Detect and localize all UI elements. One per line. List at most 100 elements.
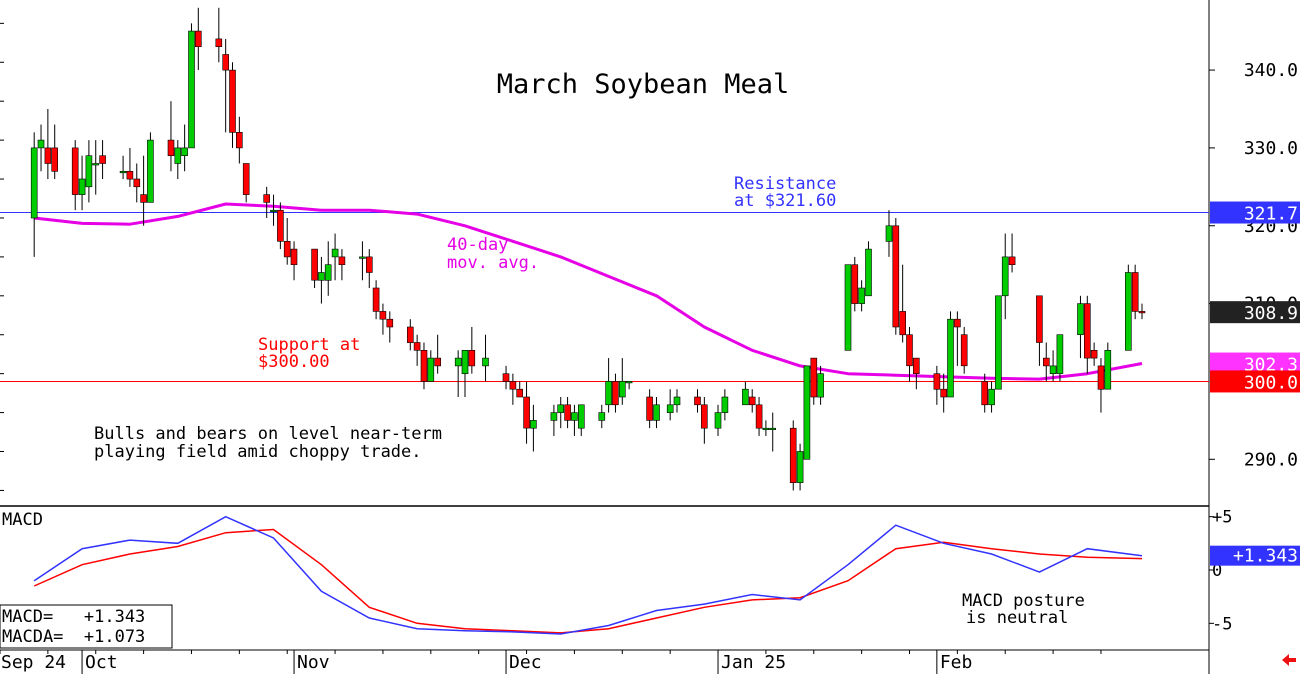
candle — [673, 389, 681, 413]
candle — [1090, 342, 1098, 366]
candle-body — [434, 357, 442, 367]
candle-body — [721, 396, 729, 413]
candle-body — [406, 326, 414, 343]
candle — [78, 155, 86, 211]
candle — [954, 311, 961, 366]
candle-body — [571, 412, 578, 421]
candle-body — [78, 178, 86, 195]
candle-body — [372, 287, 380, 312]
candle — [571, 404, 578, 436]
x-tick-label: Feb — [940, 652, 973, 673]
candle — [721, 389, 729, 421]
candle-body — [564, 404, 571, 421]
candle — [126, 147, 134, 187]
candle-body — [557, 404, 565, 413]
candle-body — [51, 147, 59, 172]
candle — [899, 264, 907, 343]
candle — [618, 358, 626, 405]
axes-layer: 340.0330.0320.0310.0290.0+50-5321.7308.9… — [0, 22, 1300, 674]
price-y-tick-label: 330.0 — [1244, 138, 1298, 159]
candle-body — [1043, 357, 1050, 367]
candle-body — [133, 178, 141, 188]
candle — [625, 381, 633, 390]
candle — [885, 210, 893, 257]
candle-body — [283, 241, 291, 258]
price-value-tag-label: 308.9 — [1244, 303, 1298, 324]
candle-body — [468, 349, 476, 367]
candle-body — [270, 209, 277, 212]
candle-body — [762, 427, 770, 431]
candle — [1077, 295, 1084, 359]
candle — [550, 404, 558, 436]
candle-body — [755, 404, 763, 429]
candle-body — [379, 311, 387, 320]
candle-body — [858, 287, 865, 304]
candle-body — [195, 30, 202, 48]
candle-body — [1138, 311, 1146, 314]
candle-body — [947, 318, 954, 398]
ma-label-line1: 40-day — [447, 235, 508, 255]
candle — [755, 397, 763, 436]
candle-body — [865, 248, 872, 297]
red-left-arrow-icon[interactable] — [1281, 652, 1297, 668]
candle — [406, 319, 414, 351]
candle-body — [318, 272, 325, 281]
candle-body — [796, 451, 804, 483]
candle-body — [222, 54, 229, 71]
candle — [30, 132, 38, 257]
macd-readout-line2: MACDA= +1.073 — [2, 627, 145, 647]
candle-body — [612, 381, 619, 406]
moving-average-line — [34, 202, 1143, 381]
candle — [215, 7, 223, 63]
candle-body — [988, 388, 995, 406]
candle-body — [933, 373, 941, 390]
candle-body — [577, 404, 585, 429]
x-tick-label: Dec — [509, 652, 542, 673]
candle — [912, 357, 920, 390]
candle-body — [1036, 295, 1043, 343]
candle — [1138, 303, 1146, 320]
macd-layer — [33, 515, 1143, 635]
comment-line1: Bulls and bears on level near-term — [94, 424, 442, 444]
candle — [748, 389, 756, 413]
candle-body — [365, 256, 373, 273]
candle-body — [1001, 256, 1009, 297]
candle — [119, 155, 127, 180]
candle — [37, 124, 45, 172]
candle-body — [844, 264, 852, 351]
candle — [434, 334, 442, 374]
candle-body — [516, 388, 524, 398]
candle-body — [666, 404, 674, 413]
moving-average-layer — [34, 202, 1143, 381]
candle-body — [810, 357, 818, 398]
candle — [817, 365, 824, 405]
candle — [99, 140, 106, 180]
candle-body — [147, 139, 154, 203]
candle — [666, 389, 674, 421]
candle-body — [44, 147, 52, 164]
candle — [742, 381, 749, 406]
macd-value-tag — [1210, 545, 1300, 566]
candle-body — [236, 132, 243, 149]
candle — [933, 365, 941, 405]
candle-body — [523, 396, 530, 429]
resistance-label-line1: Resistance — [734, 174, 836, 194]
candle-body — [420, 349, 428, 382]
candle — [1084, 295, 1091, 374]
candle — [236, 116, 243, 164]
candle — [598, 404, 606, 429]
candle-body — [427, 357, 435, 382]
candle-body — [960, 334, 968, 367]
candle — [290, 241, 298, 281]
candle — [420, 342, 428, 390]
candle-body — [413, 342, 421, 351]
candle-body — [1090, 349, 1098, 359]
candle-body — [817, 373, 824, 398]
candle-body — [338, 256, 346, 265]
candle — [523, 381, 530, 444]
candle — [557, 397, 565, 429]
candle — [694, 389, 701, 413]
candle — [1104, 342, 1112, 390]
candle — [1131, 264, 1139, 320]
